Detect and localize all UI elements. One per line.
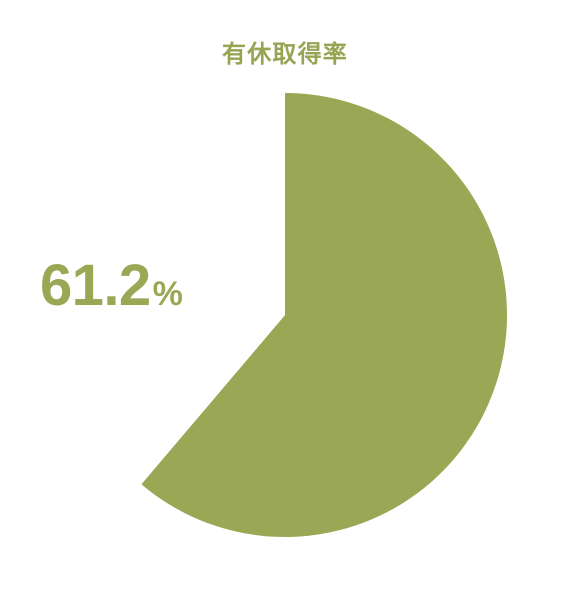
percent-symbol: % — [153, 275, 183, 314]
percent-value: 61.2 — [40, 252, 151, 319]
chart-title: 有休取得率 — [222, 34, 348, 69]
percent-label: 61.2 % — [40, 252, 183, 319]
